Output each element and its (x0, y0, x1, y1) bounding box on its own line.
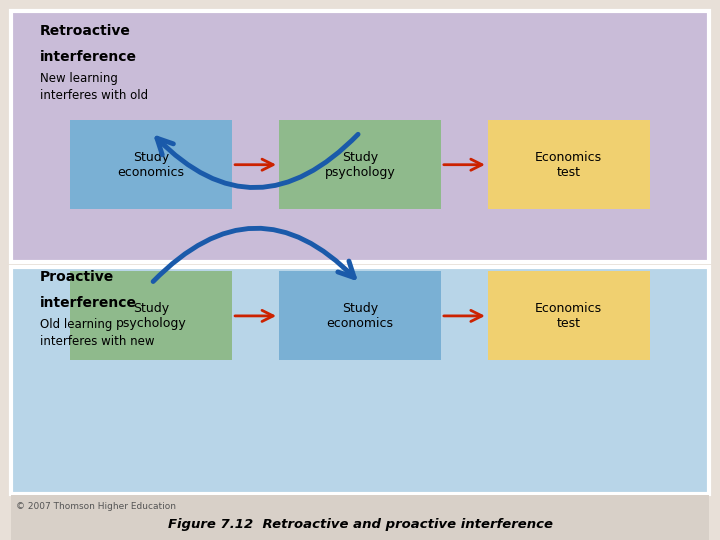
Text: Study
psychology: Study psychology (116, 302, 186, 330)
FancyBboxPatch shape (279, 271, 441, 361)
FancyBboxPatch shape (11, 495, 709, 540)
Text: Economics
test: Economics test (535, 302, 603, 330)
Text: Figure 7.12  Retroactive and proactive interference: Figure 7.12 Retroactive and proactive in… (168, 518, 552, 531)
FancyBboxPatch shape (488, 271, 649, 361)
Text: Study
economics: Study economics (326, 302, 394, 330)
Text: Study
economics: Study economics (117, 151, 185, 179)
FancyBboxPatch shape (11, 11, 709, 262)
FancyBboxPatch shape (279, 120, 441, 210)
Text: © 2007 Thomson Higher Education: © 2007 Thomson Higher Education (16, 502, 176, 511)
Text: New learning
interferes with old: New learning interferes with old (40, 72, 148, 102)
FancyBboxPatch shape (70, 271, 232, 361)
FancyBboxPatch shape (11, 267, 709, 494)
Text: Proactive: Proactive (40, 270, 114, 284)
Text: interference: interference (40, 296, 137, 310)
Text: Study
psychology: Study psychology (325, 151, 395, 179)
FancyBboxPatch shape (70, 120, 232, 210)
FancyBboxPatch shape (488, 120, 649, 210)
Text: Retroactive: Retroactive (40, 24, 130, 38)
Text: Economics
test: Economics test (535, 151, 603, 179)
Text: interference: interference (40, 50, 137, 64)
Text: Old learning
interferes with new: Old learning interferes with new (40, 318, 154, 348)
